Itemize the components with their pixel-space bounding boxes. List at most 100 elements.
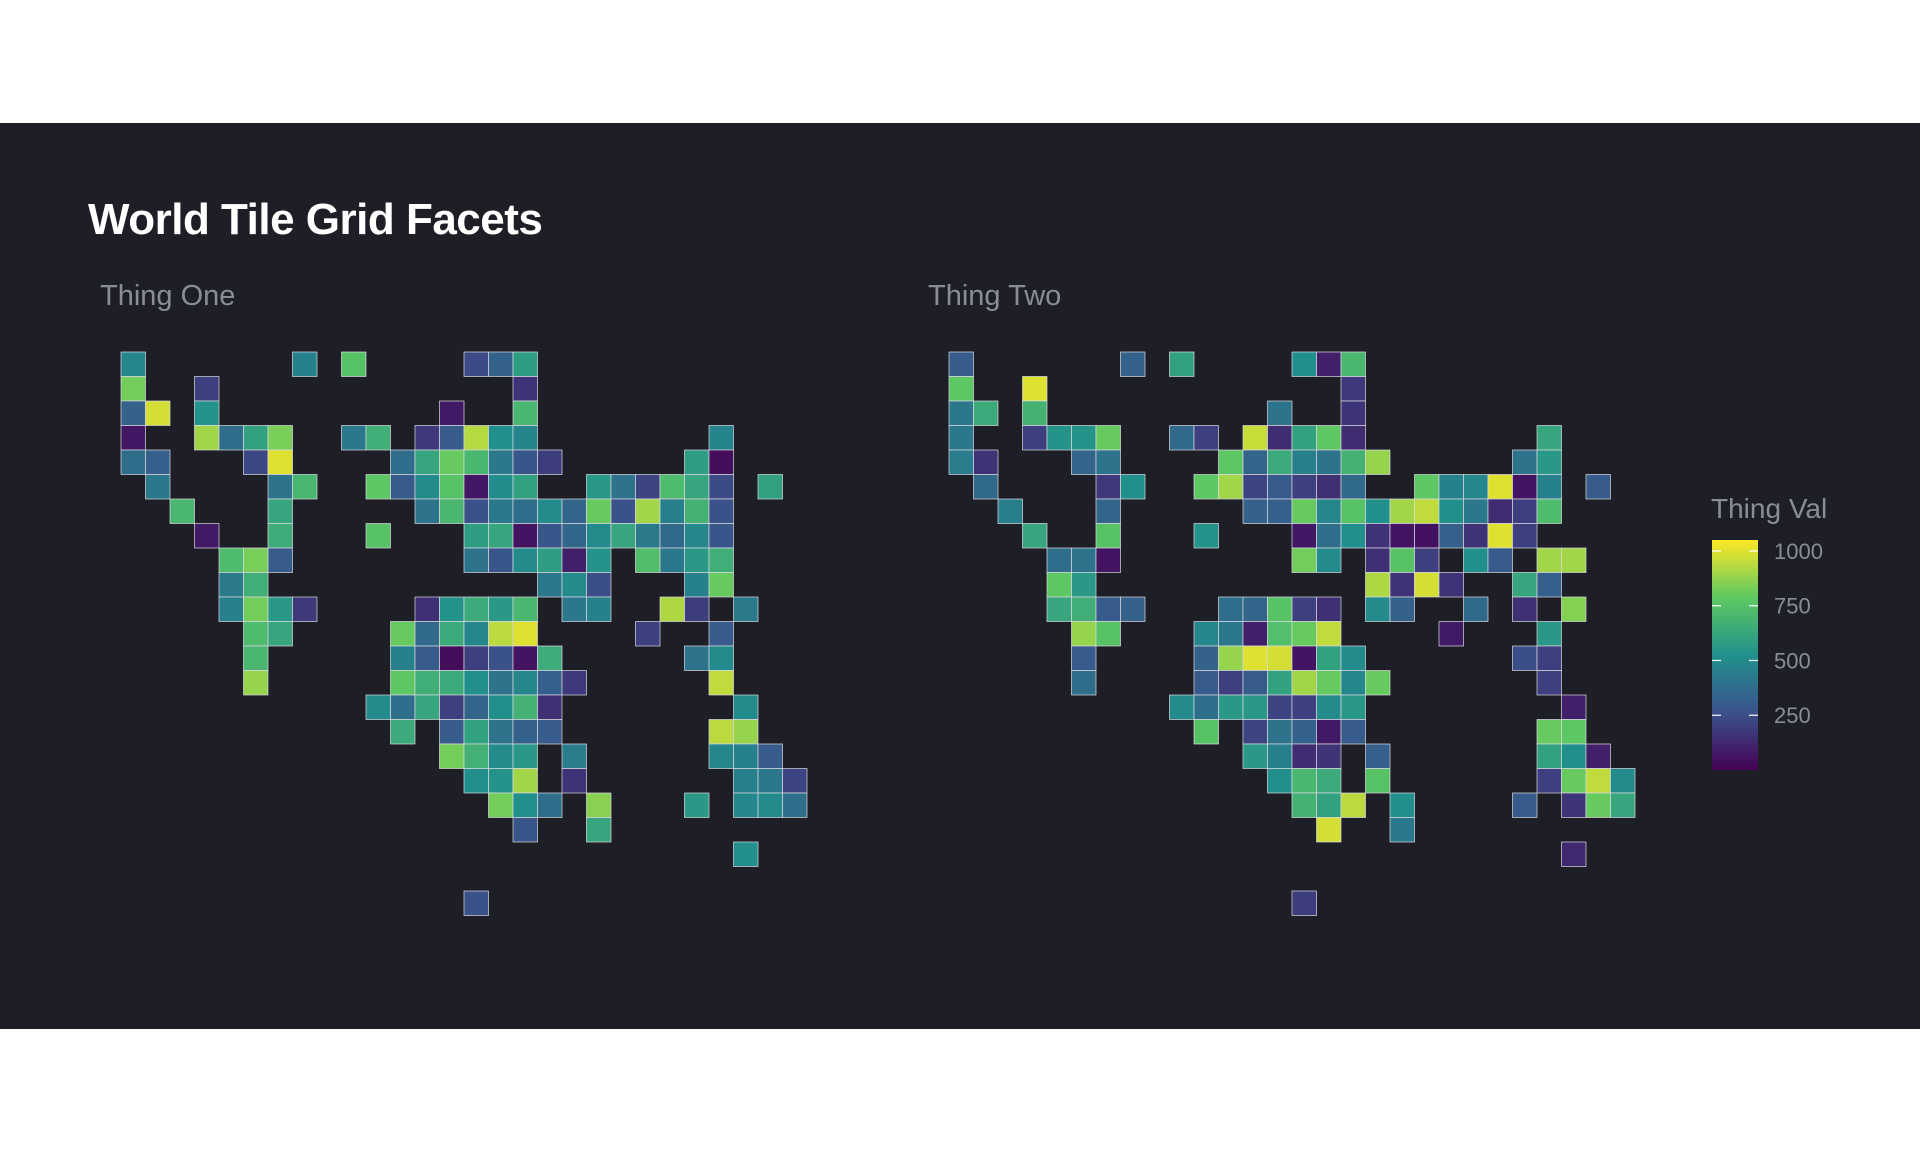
tile [512, 425, 538, 451]
tile [1169, 351, 1195, 377]
tile [169, 498, 195, 524]
tile [267, 523, 293, 549]
tile [512, 596, 538, 622]
tile [1071, 596, 1097, 622]
tile [1095, 523, 1121, 549]
tile [1340, 400, 1366, 426]
tile [512, 449, 538, 475]
tile [586, 474, 612, 500]
tile [414, 670, 440, 696]
tile [1365, 572, 1391, 598]
tile [1389, 792, 1415, 818]
tile [1365, 523, 1391, 549]
tile [1340, 523, 1366, 549]
tile [1389, 817, 1415, 843]
tile [1316, 351, 1342, 377]
tile [1022, 523, 1048, 549]
facet-label-thing-one: Thing One [100, 280, 236, 312]
tile [463, 474, 489, 500]
tile [341, 425, 367, 451]
tile [1585, 768, 1611, 794]
tile [537, 645, 563, 671]
tile [243, 425, 269, 451]
tile [1316, 768, 1342, 794]
tile [1071, 621, 1097, 647]
tile [414, 425, 440, 451]
tile [1536, 719, 1562, 745]
legend-tick-label: 1000 [1774, 539, 1823, 564]
tile [488, 621, 514, 647]
tile [1242, 425, 1268, 451]
tile [390, 670, 416, 696]
tile [1512, 449, 1538, 475]
tile [512, 547, 538, 573]
tile [463, 621, 489, 647]
tile [1389, 498, 1415, 524]
tile [1536, 425, 1562, 451]
tile [1120, 596, 1146, 622]
tile [1512, 596, 1538, 622]
tile [512, 498, 538, 524]
facet-thing-one [120, 351, 808, 916]
tile [635, 547, 661, 573]
tile [1095, 621, 1121, 647]
tile [488, 523, 514, 549]
tile [390, 474, 416, 500]
tile [1218, 694, 1244, 720]
tile [1291, 596, 1317, 622]
tile [1463, 596, 1489, 622]
tile [1291, 474, 1317, 500]
legend-tick-label: 500 [1774, 648, 1811, 673]
tile [635, 621, 661, 647]
tile [659, 523, 685, 549]
tile [1267, 621, 1293, 647]
tile [1046, 596, 1072, 622]
tile [782, 792, 808, 818]
tile [1267, 743, 1293, 769]
tile [1316, 498, 1342, 524]
tile [684, 596, 710, 622]
tile [439, 474, 465, 500]
tile [1585, 743, 1611, 769]
tile [1463, 474, 1489, 500]
tile [757, 743, 783, 769]
tile [1193, 719, 1219, 745]
tile [243, 645, 269, 671]
tile [267, 547, 293, 573]
tile [439, 743, 465, 769]
tile [512, 351, 538, 377]
tile [1512, 645, 1538, 671]
tile [194, 425, 220, 451]
tile [1218, 645, 1244, 671]
tile [414, 694, 440, 720]
tile [267, 425, 293, 451]
tile [1389, 596, 1415, 622]
facet-thing-two [948, 351, 1636, 916]
tile [194, 400, 220, 426]
tile [1316, 645, 1342, 671]
tile [1365, 596, 1391, 622]
tile [1365, 449, 1391, 475]
tile [659, 474, 685, 500]
tile [635, 474, 661, 500]
tile [561, 596, 587, 622]
tile [120, 400, 146, 426]
tile [782, 768, 808, 794]
tile [733, 719, 759, 745]
tile [194, 523, 220, 549]
tile [757, 474, 783, 500]
tile [1365, 498, 1391, 524]
tile [733, 596, 759, 622]
tile [586, 498, 612, 524]
tile [194, 376, 220, 402]
tile [1267, 719, 1293, 745]
tile [948, 351, 974, 377]
tile [708, 670, 734, 696]
tile [1340, 449, 1366, 475]
tile [708, 425, 734, 451]
tile [1340, 645, 1366, 671]
tile [1536, 768, 1562, 794]
tile [463, 768, 489, 794]
tile [365, 523, 391, 549]
tile [1071, 645, 1097, 671]
